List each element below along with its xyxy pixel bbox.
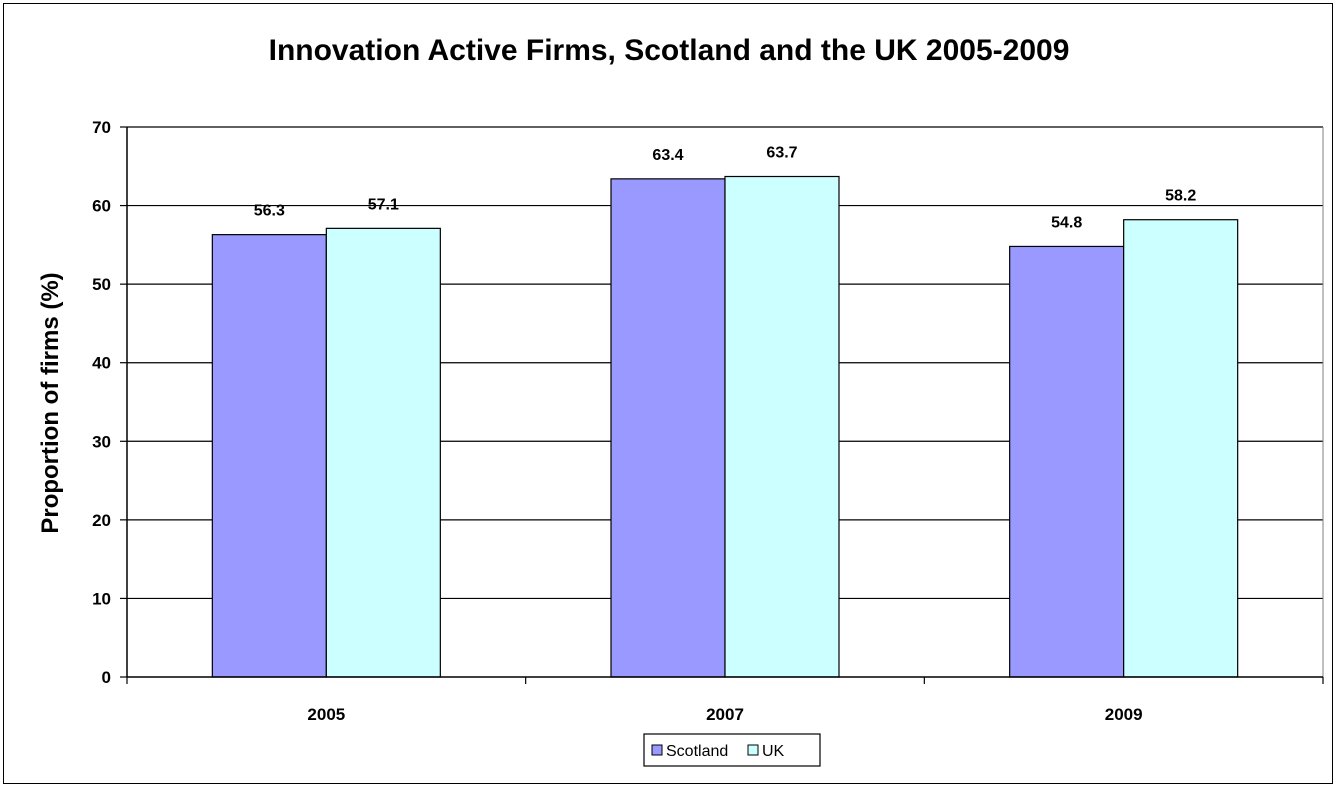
data-label: 54.8 [1051, 214, 1082, 231]
x-tick-label: 2009 [1105, 705, 1143, 724]
legend-label-scotland: Scotland [666, 743, 728, 760]
bar-uk-2009 [1123, 219, 1239, 678]
data-label: 56.3 [254, 203, 285, 220]
y-tick-label: 40 [92, 354, 111, 373]
y-tick-label: 70 [92, 118, 111, 137]
data-label: 57.1 [368, 196, 399, 213]
bar-uk-2005 [325, 227, 441, 678]
bar-scotland-2005 [211, 234, 327, 678]
x-tick-label: 2007 [706, 705, 744, 724]
plot-area: 0 10 20 30 40 50 60 70 56.3 63.4 54.8 57.1 63.7 58.2 2… [92, 118, 1324, 724]
data-label: 63.7 [766, 145, 797, 162]
data-label: 63.4 [652, 147, 683, 164]
bar-scotland-2007 [610, 178, 726, 678]
y-tick-label: 50 [92, 275, 111, 294]
legend-box [643, 733, 821, 767]
y-tick-label: 30 [92, 432, 111, 451]
y-axis-label: Proportion of firms (%) [37, 272, 64, 533]
y-tick-label: 0 [102, 668, 111, 687]
bar-scotland-2009 [1009, 245, 1125, 678]
y-tick-label: 60 [92, 197, 111, 216]
y-tick-label: 20 [92, 511, 111, 530]
bar-uk-2007 [724, 175, 840, 678]
legend-label-uk: UK [762, 743, 785, 760]
chart-title: Innovation Active Firms, Scotland and th… [269, 34, 1070, 67]
legend: Scotland UK [643, 733, 821, 767]
x-tick-label: 2005 [307, 705, 345, 724]
legend-swatch-uk [747, 744, 759, 756]
data-label: 58.2 [1165, 188, 1196, 205]
y-tick-label: 10 [92, 589, 111, 608]
legend-swatch-scotland [651, 744, 663, 756]
